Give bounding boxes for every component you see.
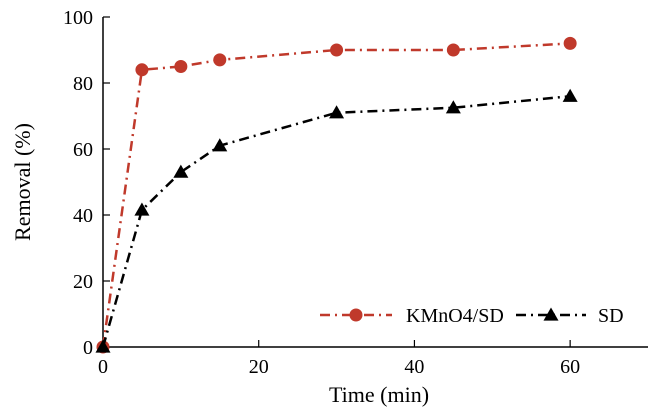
legend-label-1: KMnO4/SD	[406, 305, 504, 327]
ticks: 0 20 40 60 80 100 0 20 40 60	[63, 7, 580, 378]
legend-label-2: SD	[598, 305, 624, 327]
y-tick-label: 100	[63, 7, 93, 29]
data-point-1	[563, 36, 577, 50]
data-point-2	[95, 339, 111, 353]
y-axis-label: Removal (%)	[10, 123, 35, 241]
y-tick-label: 80	[73, 73, 93, 95]
axes	[102, 17, 648, 348]
data-point-1	[135, 63, 149, 77]
data-point-1	[174, 60, 188, 73]
legend-marker-2	[543, 307, 559, 321]
data-point-2	[329, 105, 345, 119]
series-layer	[95, 36, 578, 354]
x-tick-label: 0	[98, 356, 108, 378]
x-tick-label: 20	[249, 356, 269, 378]
data-point-2	[562, 88, 578, 102]
x-tick-label: 40	[404, 356, 424, 378]
x-tick-label: 60	[560, 356, 580, 378]
legend-marker-1	[349, 308, 363, 322]
series-line-1	[101, 42, 571, 348]
x-axis-label: Time (min)	[329, 382, 429, 407]
data-point-1	[213, 53, 227, 67]
data-point-1	[330, 43, 344, 57]
data-point-2	[212, 138, 228, 152]
y-tick-label: 60	[73, 139, 93, 161]
data-point-2	[134, 202, 150, 216]
data-point-2	[173, 164, 189, 178]
data-point-1	[446, 43, 460, 57]
y-tick-label: 20	[73, 271, 93, 293]
data-point-2	[445, 100, 461, 114]
y-tick-label: 40	[73, 205, 93, 227]
y-tick-label: 0	[83, 337, 93, 359]
legend: KMnO4/SD SD	[320, 305, 624, 327]
